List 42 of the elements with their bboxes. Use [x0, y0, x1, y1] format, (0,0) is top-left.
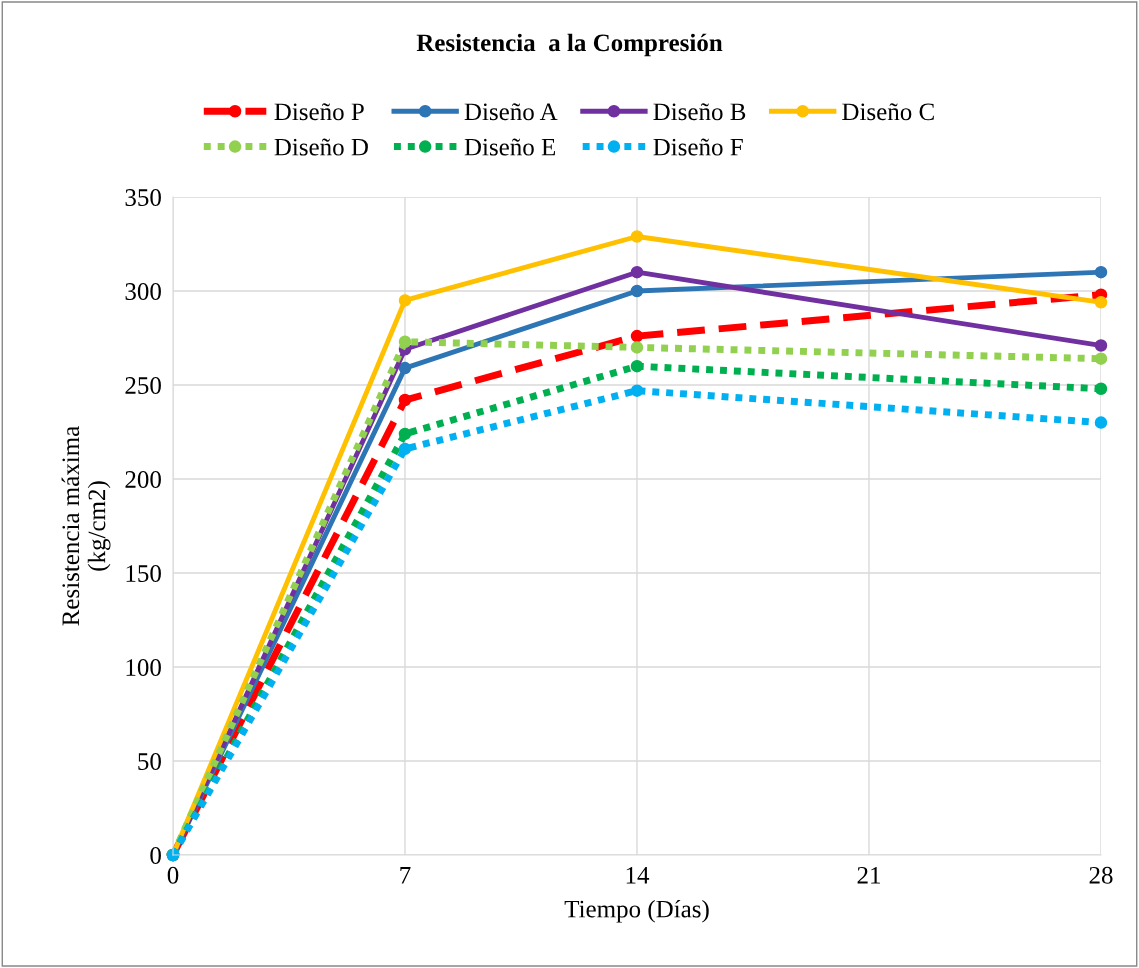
- point: [398, 427, 412, 441]
- legend-label: Diseño P: [274, 103, 364, 121]
- y-tick-label: 350: [125, 189, 161, 206]
- point: [1094, 382, 1108, 396]
- point: [1094, 265, 1108, 279]
- legend-label: Diseño B: [653, 103, 746, 121]
- y-tick-label: 250: [125, 377, 161, 394]
- legend-label: Diseño C: [842, 103, 934, 121]
- chart-title: Resistencia a la Compresión: [416, 33, 723, 57]
- point: [630, 341, 644, 354]
- point: [1094, 416, 1108, 429]
- y-tick-label: 300: [125, 283, 161, 300]
- point: [1094, 296, 1108, 309]
- x-tick-label: 21: [857, 866, 880, 884]
- point: [630, 329, 644, 343]
- x-axis-title: Tiempo (Días): [564, 899, 709, 923]
- legend-label: Diseño E: [464, 138, 556, 156]
- y-tick-label: 200: [125, 471, 161, 488]
- point: [1094, 352, 1108, 365]
- point: [630, 284, 644, 298]
- y-tick-label: 50: [138, 753, 161, 770]
- point: [630, 230, 644, 243]
- x-tick-label: 28: [1089, 866, 1113, 884]
- legend-label: Diseño D: [274, 138, 368, 156]
- y-tick-label: 0: [150, 847, 161, 864]
- point: [630, 265, 644, 279]
- point: [630, 359, 644, 373]
- point: [1094, 339, 1108, 352]
- legend-label: Diseño A: [464, 103, 558, 121]
- point: [398, 393, 412, 407]
- x-tick-label: 7: [400, 867, 411, 884]
- y-axis-title: Resistencia máxima (kg/cm2): [61, 426, 111, 626]
- x-tick-label: 14: [626, 866, 650, 884]
- point: [398, 361, 412, 375]
- point: [630, 384, 644, 397]
- y-tick-label: 100: [126, 659, 161, 676]
- y-tick-label: 150: [126, 565, 161, 582]
- point: [398, 294, 412, 307]
- legend-label: Diseño F: [653, 138, 743, 156]
- x-tick-label: 0: [167, 866, 179, 884]
- point: [398, 442, 412, 456]
- point: [398, 335, 412, 349]
